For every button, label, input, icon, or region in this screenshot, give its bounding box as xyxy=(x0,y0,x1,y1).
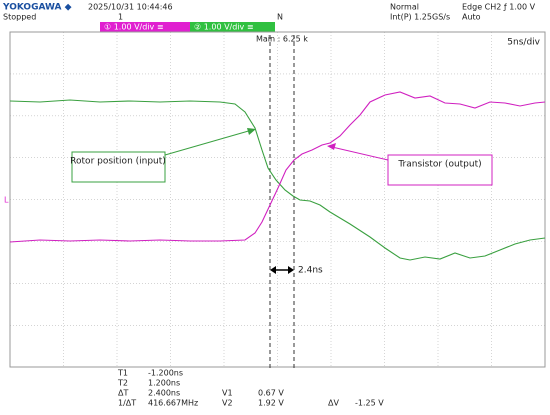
datetime: 2025/10/31 10:44:46 xyxy=(88,3,173,12)
ch2-box xyxy=(190,22,275,32)
trigger-mode: Auto xyxy=(462,13,481,22)
timebase: 5ns/div xyxy=(507,38,540,48)
meas-value: 1.200ns xyxy=(148,379,180,388)
ch2-label: ② 1.00 V/div ≡ xyxy=(194,23,254,32)
meas-value: 0.67 V xyxy=(258,389,284,398)
meas-value: -1.25 V xyxy=(355,399,384,408)
arrowhead xyxy=(270,266,276,274)
meas-label: ΔT xyxy=(118,389,128,398)
ch1-marker: 1 xyxy=(118,13,123,22)
meas-label: T2 xyxy=(117,379,128,388)
arrow xyxy=(331,146,389,161)
arrow xyxy=(164,129,253,156)
meas-value: 416.667MHz xyxy=(148,399,198,408)
status: Stopped xyxy=(3,13,36,22)
level-marker: L xyxy=(4,196,9,205)
screen-border xyxy=(9,31,546,368)
ch2-trace xyxy=(9,99,546,261)
meas-label: V2 xyxy=(222,399,233,408)
trigger-marker: N xyxy=(277,13,283,22)
annotation: Rotor position (input) xyxy=(70,157,166,167)
meas-label: 1/ΔT xyxy=(118,399,136,408)
brand: YOKOGAWA ◆ xyxy=(2,3,72,13)
grid xyxy=(10,32,545,367)
ch1-label: ① 1.00 V/div ≡ xyxy=(104,23,164,32)
measurements: T1 -1.200ns T2 1.200ns ΔT 2.400ns 1/ΔT 416.667M… xyxy=(117,369,384,408)
ch1-box xyxy=(100,22,190,32)
meas-value: 1.92 V xyxy=(258,399,284,408)
arrowhead xyxy=(247,128,256,135)
meas-label: V1 xyxy=(222,389,233,398)
meas-label: ΔV xyxy=(328,399,339,408)
mode: Normal xyxy=(390,3,419,12)
arrowhead xyxy=(288,266,294,274)
meas-label: T1 xyxy=(117,369,128,378)
trigger: Edge CH2 ƒ 1.00 V xyxy=(462,3,536,12)
arrowhead xyxy=(327,143,336,150)
meas-value: 2.400ns xyxy=(148,389,180,398)
annotation-box xyxy=(71,151,166,183)
zoom: Main : 6.25 k xyxy=(256,35,308,44)
meas-value: -1.200ns xyxy=(148,369,183,378)
sampling: Int(P) 1.25GS/s xyxy=(390,13,450,22)
span-label: 2.4ns xyxy=(298,266,323,276)
annotation-box xyxy=(387,154,493,186)
ch1-trace xyxy=(9,91,546,243)
annotation: Transistor (output) xyxy=(397,160,481,170)
